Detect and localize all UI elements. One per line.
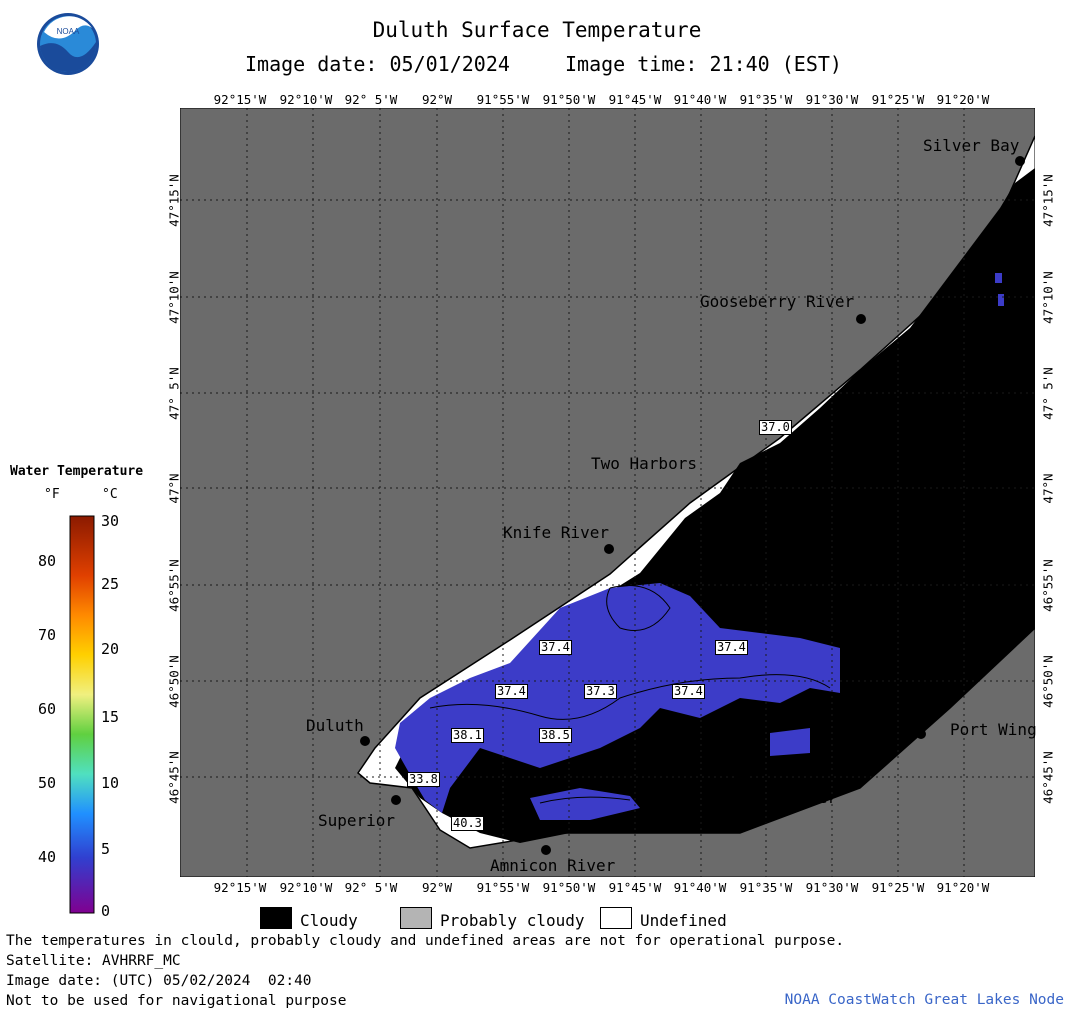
undefined-key-label: Undefined [640,911,727,930]
lon-bottom-7: 91°40'W [673,880,727,895]
utc-date-note: Image date: (UTC) 05/02/2024 02:40 [6,973,312,989]
lon-top-3: 92°W [421,92,453,107]
surface-temperature-map [180,108,1035,877]
lat-left-2: 47° 5'N [166,367,182,420]
water-patch-northeast [995,273,1002,283]
lon-top-10: 91°25'W [871,92,925,107]
temp-label: 40.3 [451,816,484,831]
lat-right-3: 47°N [1040,473,1056,504]
color-scale-bar [69,515,95,914]
lon-bottom-9: 91°30'W [805,880,859,895]
lon-bottom-6: 91°45'W [608,880,662,895]
town-label-two-harbors: Two Harbors [591,454,697,473]
legend-unit-f: °F [44,487,60,502]
lon-top-2: 92° 5'W [344,92,398,107]
legend-c-tick: 15 [101,708,120,726]
undefined-swatch [600,907,632,929]
lon-top-7: 91°40'W [673,92,727,107]
cloudy-swatch [260,907,292,929]
map-title: Duluth Surface Temperature [372,18,702,42]
legend-f-tick: 80 [38,552,57,570]
temp-label: 37.4 [715,640,748,655]
lon-bottom-1: 92°10'W [279,880,333,895]
town-label-amnicon-river: Amnicon River [490,856,616,875]
lon-top-8: 91°35'W [739,92,793,107]
legend-c-tick: 25 [101,575,120,593]
lon-bottom-4: 91°55'W [476,880,530,895]
legend-c-tick: 0 [101,902,111,920]
lat-right-1: 47°10'N [1040,271,1056,324]
legend-f-tick: 50 [38,774,57,792]
lat-right-0: 47°15'N [1040,174,1056,227]
lat-right-6: 46°45'N [1040,751,1056,804]
cloudy-key-label: Cloudy [300,911,358,930]
water-patch-east [770,728,810,756]
lat-right-4: 46°55'N [1040,559,1056,612]
temp-label: 37.3 [584,684,617,699]
temp-label: 33.8 [407,772,440,787]
disclaimer-note: The temperatures in clould, probably clo… [6,933,845,949]
lat-left-4: 46°55'N [166,559,182,612]
lon-bottom-5: 91°50'W [542,880,596,895]
lon-top-5: 91°50'W [542,92,596,107]
noaa-logo-icon: NOAA [37,13,99,75]
town-label-superior: Superior [318,811,396,830]
town-label-port-wing: Port Wing [950,720,1037,739]
temp-label: 37.4 [539,640,572,655]
lon-top-9: 91°30'W [805,92,859,107]
graticule [180,108,1035,877]
legend-f-tick: 70 [38,626,57,644]
temp-label: 37.4 [495,684,528,699]
image-time: Image time: 21:40 (EST) [565,52,842,76]
probably-cloudy-swatch [400,907,432,929]
navigation-note: Not to be used for navigational purpose [6,993,347,1009]
lon-bottom-2: 92° 5'W [344,880,398,895]
temp-label: 38.1 [451,728,484,743]
lat-right-5: 46°50'N [1040,655,1056,708]
logo-text: NOAA [57,27,80,36]
water-patch-south [530,788,640,820]
water-patch-northeast-2 [998,294,1004,306]
legend-title: Water Temperature [10,464,144,479]
lat-left-0: 47°15'N [166,174,182,227]
lon-bottom-0: 92°15'W [213,880,267,895]
probably-cloudy-key-label: Probably cloudy [440,911,585,930]
legend-c-tick: 10 [101,774,120,792]
legend-c-tick: 30 [101,512,120,530]
credit-link[interactable]: NOAA CoastWatch Great Lakes Node [784,992,1064,1008]
legend-unit-c: °C [102,487,118,502]
town-label-gooseberry-river: Gooseberry River [700,292,855,311]
temp-label: 37.0 [759,420,792,435]
town-markers [360,156,1025,855]
lon-bottom-10: 91°25'W [871,880,925,895]
lat-left-5: 46°50'N [166,655,182,708]
lon-top-6: 91°45'W [608,92,662,107]
town-label-silver-bay: Silver Bay [923,136,1020,155]
shoreline [356,135,1035,849]
lon-top-11: 91°20'W [936,92,990,107]
lon-top-1: 92°10'W [279,92,333,107]
lat-left-3: 47°N [166,473,182,504]
temp-label: 37.4 [672,684,705,699]
lon-bottom-8: 91°35'W [739,880,793,895]
isotherms [429,585,831,804]
legend-c-tick: 20 [101,640,120,658]
temp-label: 38.5 [539,728,572,743]
lat-left-6: 46°45'N [166,751,182,804]
town-label-duluth: Duluth [306,716,364,735]
town-label-brule-river: Brule River [731,788,837,807]
town-label-knife-river: Knife River [503,523,609,542]
image-date: Image date: 05/01/2024 [245,52,510,76]
satellite-note: Satellite: AVHRRF_MC [6,953,181,969]
lat-right-2: 47° 5'N [1040,367,1056,420]
legend-c-tick: 5 [101,840,111,858]
lon-bottom-11: 91°20'W [936,880,990,895]
lon-top-4: 91°55'W [476,92,530,107]
legend-f-tick: 40 [38,848,57,866]
lon-bottom-3: 92°W [421,880,453,895]
lon-top-0: 92°15'W [213,92,267,107]
lat-left-1: 47°10'N [166,271,182,324]
legend-f-tick: 60 [38,700,57,718]
